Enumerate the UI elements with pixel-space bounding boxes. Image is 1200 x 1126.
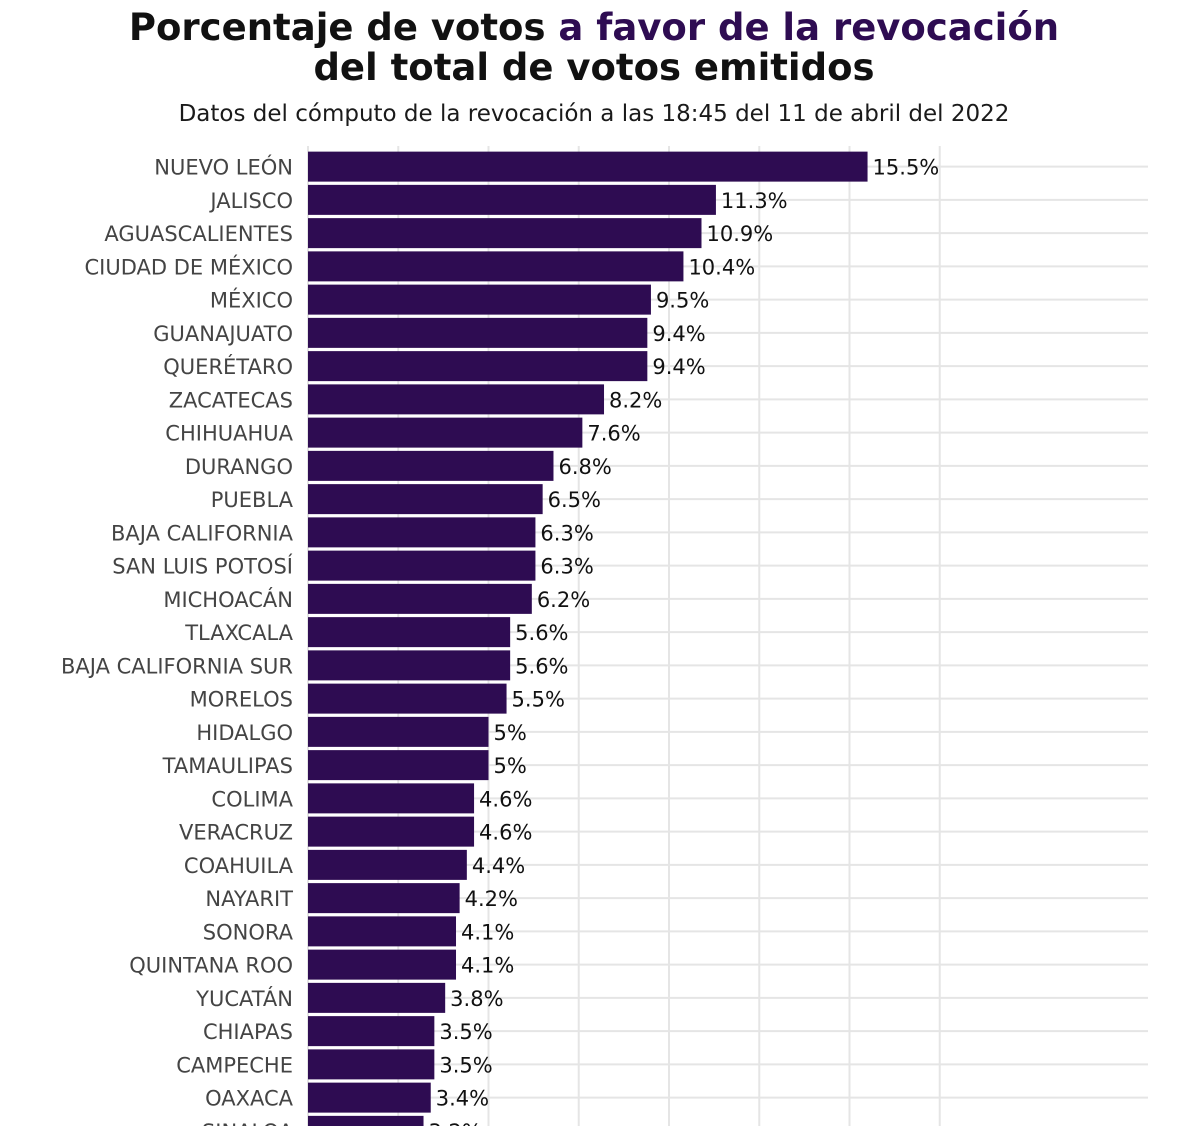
category-label: AGUASCALIENTES [104, 222, 293, 246]
value-label: 4.2% [465, 887, 518, 911]
value-label: 4.6% [479, 821, 532, 845]
value-label: 4.1% [461, 954, 514, 978]
category-label: HIDALGO [196, 721, 293, 745]
category-label: YUCATÁN [195, 986, 293, 1011]
value-label: 8.2% [609, 388, 662, 412]
bar [308, 949, 457, 980]
value-label: 3.5% [439, 1020, 492, 1044]
value-label: 9.4% [652, 322, 705, 346]
title-accent: a favor de la revocación [558, 6, 1060, 49]
category-label: MORELOS [190, 688, 293, 712]
category-label: CAMPECHE [176, 1053, 293, 1077]
bar [308, 517, 536, 548]
bar [308, 417, 583, 448]
category-label: CHIHUAHUA [165, 422, 293, 446]
bar [308, 982, 446, 1013]
value-label: 7.6% [587, 422, 640, 446]
bar [308, 650, 511, 681]
category-label: COLIMA [211, 787, 293, 811]
bar [308, 583, 532, 614]
category-label: BAJA CALIFORNIA [111, 521, 294, 545]
bar [308, 783, 475, 814]
value-label: 3.2% [429, 1120, 482, 1126]
value-label: 3.8% [450, 987, 503, 1011]
value-label: 9.4% [652, 355, 705, 379]
category-label: CHIAPAS [203, 1020, 293, 1044]
value-label: 5% [494, 754, 527, 778]
chart-title: Porcentaje de votos a favor de la revoca… [0, 8, 1188, 88]
category-label: BAJA CALIFORNIA SUR [61, 654, 293, 678]
category-label: NAYARIT [205, 887, 293, 911]
bar [308, 1016, 435, 1047]
category-label: VERACRUZ [179, 821, 293, 845]
bar [308, 1082, 431, 1113]
category-label: ZACATECAS [169, 388, 293, 412]
category-label: TAMAULIPAS [162, 754, 293, 778]
value-label: 4.6% [479, 787, 532, 811]
bar [308, 816, 475, 847]
bar [308, 883, 460, 914]
bar [308, 916, 457, 947]
value-label: 6.8% [558, 455, 611, 479]
bar [308, 849, 467, 880]
bar [308, 716, 489, 747]
value-label: 3.4% [436, 1087, 489, 1111]
category-label: COAHUILA [184, 854, 294, 878]
category-label: SINALOA [202, 1120, 294, 1126]
value-label: 6.3% [540, 521, 593, 545]
bar [308, 484, 543, 515]
bar [308, 351, 648, 382]
value-label: 10.4% [688, 255, 755, 279]
chart-subtitle: Datos del cómputo de la revocación a las… [178, 101, 1010, 127]
bar [308, 184, 716, 215]
value-label: 6.2% [537, 588, 590, 612]
bar [308, 683, 507, 714]
title-line-2: del total de votos emitidos [313, 46, 875, 89]
value-label: 5.5% [512, 688, 565, 712]
value-label: 4.1% [461, 920, 514, 944]
value-label: 5% [494, 721, 527, 745]
bar [308, 251, 684, 282]
value-label: 4.4% [472, 854, 525, 878]
bar [308, 384, 605, 415]
bar [308, 1115, 424, 1126]
category-label: SONORA [203, 920, 294, 944]
category-label: SAN LUIS POTOSÍ [112, 554, 293, 579]
value-label: 9.5% [656, 289, 709, 313]
value-label: 10.9% [706, 222, 773, 246]
category-label: MÉXICO [210, 288, 293, 313]
category-label: OAXACA [205, 1087, 294, 1111]
title-part-1: Porcentaje de votos [128, 6, 559, 49]
category-label: CIUDAD DE MÉXICO [84, 254, 293, 279]
bar [308, 617, 511, 648]
bar [308, 284, 651, 315]
bar [308, 151, 868, 182]
category-label: NUEVO LEÓN [154, 155, 293, 180]
bar [308, 1049, 435, 1080]
bar [308, 218, 702, 249]
value-label: 3.5% [439, 1053, 492, 1077]
value-label: 5.6% [515, 654, 568, 678]
value-label: 11.3% [721, 189, 788, 213]
category-label: MICHOACÁN [163, 587, 293, 612]
value-label: 5.6% [515, 621, 568, 645]
value-label: 15.5% [873, 156, 940, 180]
bar [308, 550, 536, 581]
category-label: QUINTANA ROO [129, 954, 293, 978]
bar [308, 750, 489, 781]
category-label: GUANAJUATO [153, 322, 293, 346]
value-label: 6.5% [548, 488, 601, 512]
category-label: PUEBLA [211, 488, 294, 512]
category-label: JALISCO [208, 189, 293, 213]
category-label: QUERÉTARO [163, 354, 293, 379]
bar [308, 450, 554, 481]
category-label: TLAXCALA [184, 621, 293, 645]
bar [308, 317, 648, 348]
title-line-1: Porcentaje de votos a favor de la revoca… [0, 8, 1188, 48]
category-label: DURANGO [185, 455, 293, 479]
value-label: 6.3% [540, 555, 593, 579]
